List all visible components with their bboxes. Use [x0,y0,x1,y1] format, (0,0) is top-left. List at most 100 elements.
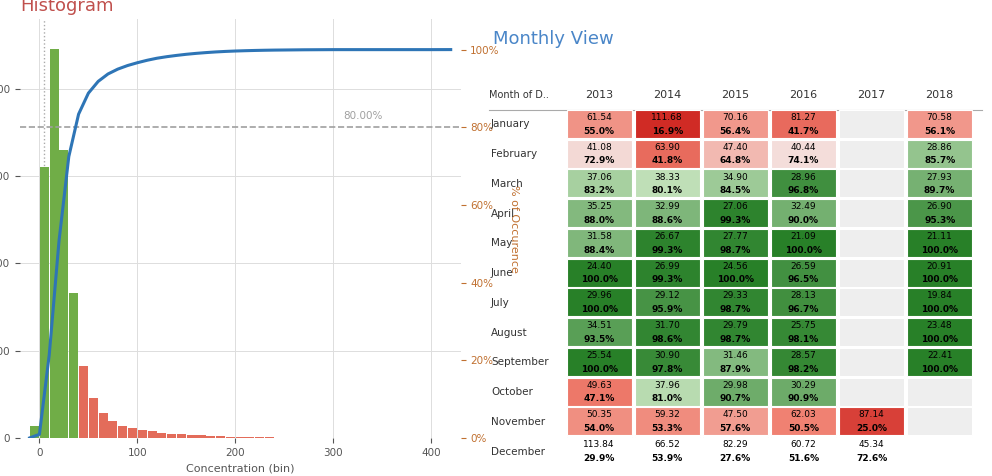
Bar [907,258,972,287]
Text: 100.0%: 100.0% [717,276,754,285]
Bar [907,169,972,198]
Text: 100.0%: 100.0% [922,365,958,374]
Text: 25.54: 25.54 [586,351,612,360]
Bar [907,288,972,317]
Bar [771,229,836,257]
Bar [702,139,768,168]
Text: 72.6%: 72.6% [856,454,887,463]
Text: 31.70: 31.70 [655,321,681,330]
Text: 60.72: 60.72 [791,440,816,449]
Text: May: May [491,238,513,248]
Text: 93.5%: 93.5% [583,335,615,344]
Bar [138,429,147,438]
Text: 100.0%: 100.0% [785,246,822,255]
Text: 70.58: 70.58 [927,113,952,122]
Text: June: June [491,268,514,278]
Bar [635,199,699,227]
Text: 53.9%: 53.9% [652,454,682,463]
Text: 29.96: 29.96 [586,291,612,300]
Text: 32.99: 32.99 [655,202,681,211]
Text: 28.57: 28.57 [791,351,816,360]
Bar [907,110,972,138]
Text: 63.90: 63.90 [655,143,681,152]
Bar [771,318,836,346]
Bar [148,431,157,438]
Text: 29.9%: 29.9% [583,454,615,463]
Bar [635,229,699,257]
Bar [60,150,68,438]
Text: 21.09: 21.09 [791,232,816,241]
Text: 72.9%: 72.9% [583,157,615,166]
Text: 37.06: 37.06 [586,172,612,181]
Bar [771,377,836,406]
Bar [118,426,127,438]
Text: 80.00%: 80.00% [343,110,382,120]
Text: 100.0%: 100.0% [922,335,958,344]
Text: 26.99: 26.99 [655,262,681,271]
Text: 16.9%: 16.9% [652,127,682,136]
Bar [907,348,972,376]
Text: 64.8%: 64.8% [719,157,751,166]
Bar [839,169,904,198]
Text: 57.6%: 57.6% [719,424,751,433]
Bar [771,110,836,138]
Text: 28.13: 28.13 [791,291,816,300]
Text: November: November [491,417,546,427]
Text: 81.0%: 81.0% [652,395,682,403]
Bar [236,437,245,438]
Bar [128,428,137,438]
Bar [702,407,768,436]
Bar [635,110,699,138]
Text: 2015: 2015 [721,89,749,99]
Bar [635,348,699,376]
Text: 37.96: 37.96 [655,381,681,390]
Text: 28.86: 28.86 [927,143,952,152]
Text: 29.12: 29.12 [655,291,680,300]
Text: 41.8%: 41.8% [652,157,682,166]
Text: Month of D..: Month of D.. [488,89,549,99]
Text: 87.9%: 87.9% [719,365,751,374]
Text: 89.7%: 89.7% [924,186,955,195]
Bar [771,348,836,376]
Text: 100.0%: 100.0% [922,305,958,314]
Bar [88,398,98,438]
Bar [635,407,699,436]
Bar [771,199,836,227]
Bar [839,110,904,138]
Bar [839,407,904,436]
Text: 90.0%: 90.0% [788,216,819,225]
Text: 54.0%: 54.0% [583,424,615,433]
Text: Histogram: Histogram [20,0,113,15]
Bar [635,318,699,346]
Bar [702,199,768,227]
Bar [907,318,972,346]
Bar [566,110,632,138]
Bar [771,288,836,317]
Text: 47.40: 47.40 [722,143,748,152]
Text: 56.1%: 56.1% [925,127,955,136]
Bar [226,436,235,438]
Text: 45.34: 45.34 [859,440,884,449]
Text: 99.3%: 99.3% [652,246,682,255]
Bar [839,348,904,376]
Bar [108,421,117,438]
Bar [216,436,225,438]
Bar [255,437,264,438]
Text: April: April [491,208,515,218]
Text: 2016: 2016 [790,89,817,99]
Text: September: September [491,357,549,367]
Text: 31.58: 31.58 [586,232,612,241]
Text: 84.5%: 84.5% [719,186,751,195]
Text: 70.16: 70.16 [722,113,748,122]
Bar [907,199,972,227]
Text: 98.6%: 98.6% [652,335,682,344]
Text: 90.7%: 90.7% [719,395,751,403]
Text: 31.46: 31.46 [722,351,748,360]
Text: 24.40: 24.40 [586,262,612,271]
Text: July: July [491,298,510,308]
Text: 111.68: 111.68 [652,113,683,122]
Bar [186,435,195,438]
Bar [839,288,904,317]
Text: 47.50: 47.50 [722,410,748,419]
Text: 97.8%: 97.8% [652,365,682,374]
